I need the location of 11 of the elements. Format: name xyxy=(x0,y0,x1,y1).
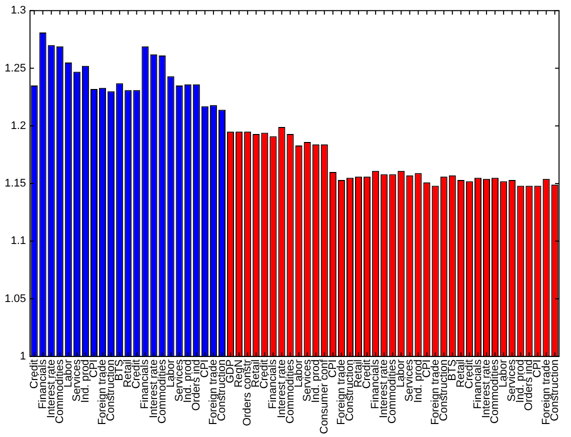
y-tick-label: 1.3 xyxy=(10,4,26,17)
y-tick-label: 1.2 xyxy=(10,120,26,132)
y-tick-label: 1.1 xyxy=(10,235,26,248)
x-tick-label: Ind. prod xyxy=(79,359,92,403)
x-tick-label: Construction xyxy=(548,359,561,422)
y-tick-label: 1.25 xyxy=(4,62,26,74)
y-tick-label: 1.05 xyxy=(4,292,26,305)
x-tick-label: Ind. prod xyxy=(412,359,424,403)
y-tick-label: 1.15 xyxy=(4,178,26,190)
x-tick-label: RegN xyxy=(233,359,246,388)
y-tick-label: 1 xyxy=(20,350,26,362)
